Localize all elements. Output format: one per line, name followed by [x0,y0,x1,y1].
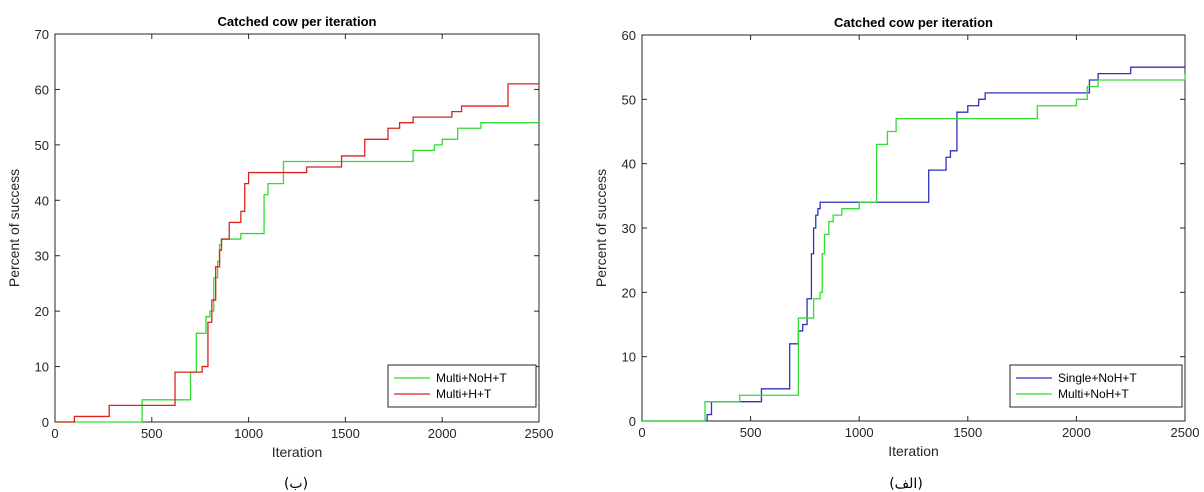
legend: Single+NoH+T Multi+NoH+T [1009,364,1183,408]
y-tick-label: 40 [35,193,49,208]
y-tick-label: 30 [35,249,49,264]
legend-box [387,364,537,408]
series-line-0 [55,122,539,423]
chart-title: Catched cow per iteration [218,14,377,29]
legend-entry: Multi+NoH+T [436,371,507,385]
legend-entry: Multi+H+T [436,387,492,401]
y-tick-label: 50 [622,92,636,107]
y-tick-label: 10 [35,360,49,375]
panel-caption: (الف) [889,476,923,492]
series-line-1 [642,73,1186,422]
x-tick-label: 500 [740,425,762,440]
y-axis-label: Percent of success [6,169,22,287]
x-tick-label: 500 [141,426,163,441]
x-tick-label: 1000 [845,425,874,440]
chart-panel-0: 0 500 1000 1500 2000 2500 0 10 20 30 40 50 60 70 Catch… [6,14,553,492]
legend-box [1009,364,1183,408]
x-tick-label: 1500 [953,425,982,440]
y-tick-label: 0 [42,415,49,430]
series-line-1 [55,83,539,423]
y-tick-label: 40 [622,157,636,172]
chart-title: Catched cow per iteration [834,15,993,30]
y-tick-label: 60 [622,28,636,43]
plot-frame [641,34,1186,422]
x-tick-label: 0 [51,426,58,441]
y-tick-label: 20 [622,285,636,300]
chart-panel-1: 0 500 1000 1500 2000 2500 0 10 20 30 40 50 60 Catched… [593,15,1199,492]
x-tick-label: 2000 [1062,425,1091,440]
y-tick-label: 0 [629,414,636,429]
panel-caption: (ب) [284,476,308,492]
y-tick-label: 70 [35,27,49,42]
y-tick-label: 20 [35,304,49,319]
x-tick-label: 2500 [525,426,554,441]
x-tick-label: 0 [638,425,645,440]
plot-frame [54,33,540,423]
series-line-0 [642,66,1185,422]
legend: Multi+NoH+T Multi+H+T [387,364,537,408]
legend-entry: Multi+NoH+T [1058,387,1129,401]
y-tick-label: 50 [35,138,49,153]
x-tick-label: 1500 [331,426,360,441]
y-tick-label: 30 [622,221,636,236]
x-tick-label: 2500 [1171,425,1200,440]
y-tick-label: 10 [622,350,636,365]
x-tick-label: 2000 [428,426,457,441]
y-tick-label: 60 [35,82,49,97]
x-axis-label: Iteration [888,443,939,459]
x-tick-label: 1000 [234,426,263,441]
y-axis-label: Percent of success [593,169,609,287]
x-axis-label: Iteration [272,444,323,460]
legend-entry: Single+NoH+T [1058,371,1137,385]
